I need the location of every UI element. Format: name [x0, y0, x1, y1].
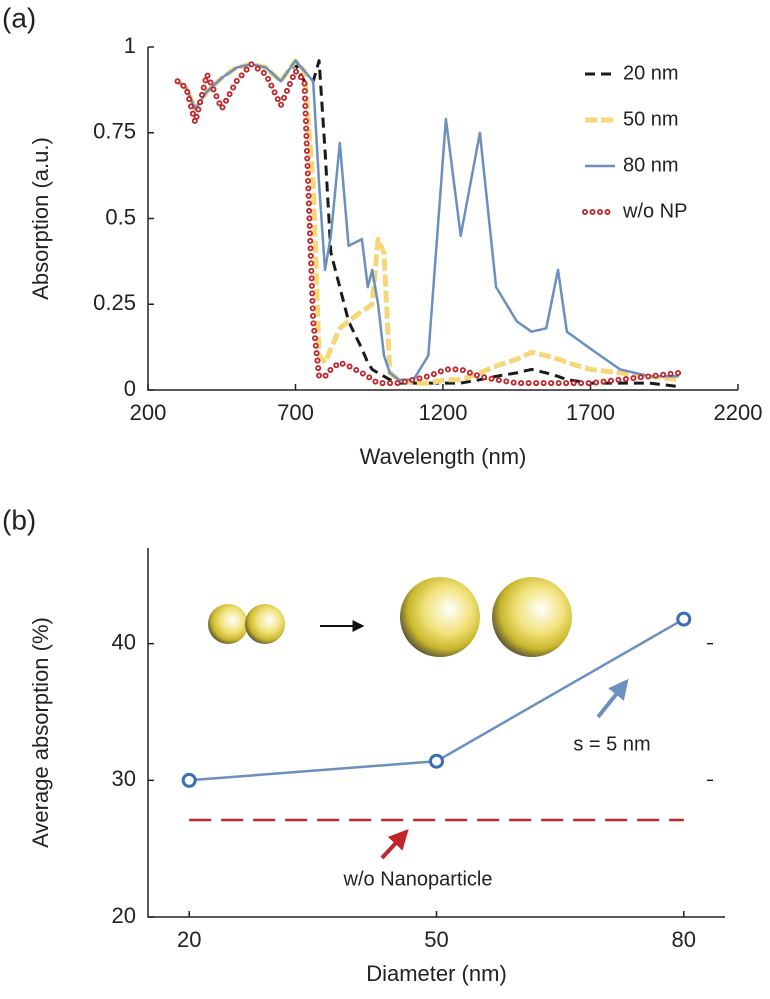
series-line — [176, 59, 679, 381]
legend-label: w/o NP — [622, 200, 687, 222]
y-tick-label: 20 — [112, 903, 136, 928]
legend-label: 20 nm — [623, 62, 679, 84]
y-tick-label: 0.5 — [105, 204, 136, 229]
y-tick-label: 0 — [124, 376, 136, 401]
series-annotation: s = 5 nm — [573, 733, 650, 755]
y-tick-label: 1 — [124, 33, 136, 58]
x-tick-label: 80 — [672, 927, 696, 952]
point — [181, 772, 197, 788]
panel-label: (a) — [2, 2, 36, 33]
series-annotation: w/o Nanoparticle — [343, 868, 493, 890]
annotation-arrow — [380, 829, 409, 860]
point — [676, 611, 692, 627]
x-axis-title: Wavelength (nm) — [360, 444, 527, 469]
y-tick-label: 0.25 — [93, 290, 136, 315]
y-axis-title: Average absorption (%) — [28, 617, 53, 848]
x-tick-label: 200 — [130, 400, 167, 425]
panel-label: (b) — [2, 504, 36, 535]
x-tick-label: 2200 — [714, 400, 763, 425]
y-axis-title: Absorption (a.u.) — [28, 137, 53, 300]
illustration — [208, 577, 629, 860]
annotation-arrow — [596, 678, 629, 719]
y-tick-label: 30 — [112, 766, 136, 791]
large-sphere — [492, 577, 572, 657]
x-axis-title: Diameter (nm) — [366, 961, 507, 986]
small-sphere — [245, 604, 285, 644]
small-sphere — [208, 604, 248, 644]
x-tick-label: 20 — [177, 927, 201, 952]
large-sphere — [400, 577, 480, 657]
y-tick-label: 0.75 — [93, 119, 136, 144]
legend-label: 80 nm — [623, 154, 679, 176]
x-tick-label: 700 — [277, 400, 314, 425]
series-line — [174, 61, 682, 387]
point — [429, 753, 444, 769]
x-tick-label: 1200 — [419, 400, 468, 425]
series-line — [175, 58, 680, 386]
x-tick-label: 50 — [424, 927, 448, 952]
legend-label: 50 nm — [623, 108, 679, 130]
series-line-ring-hole — [176, 62, 681, 385]
y-tick-label: 40 — [112, 629, 136, 654]
series-line — [176, 59, 680, 389]
x-tick-label: 1700 — [566, 400, 615, 425]
